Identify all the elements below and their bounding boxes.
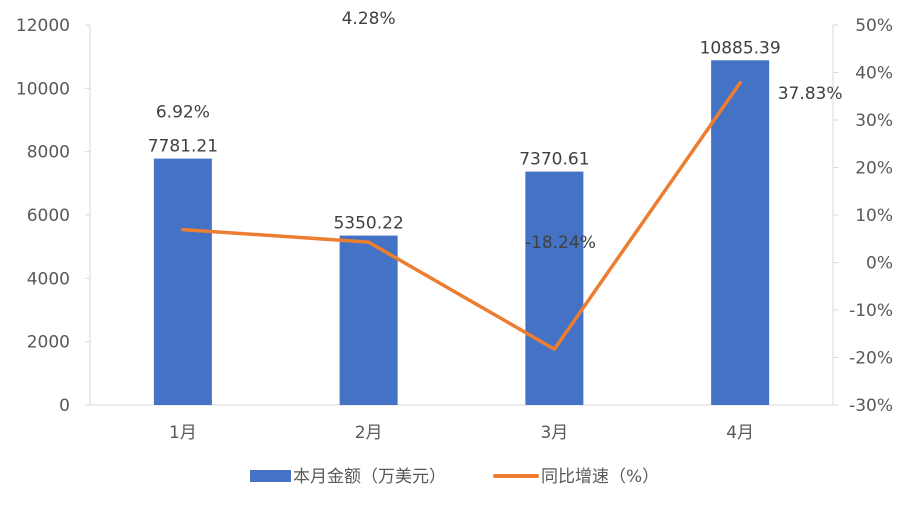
line-data-label: 6.92%	[156, 103, 210, 123]
left-tick-label: 0	[59, 396, 70, 416]
bar	[525, 171, 584, 405]
left-tick-label: 8000	[27, 143, 70, 163]
line-data-label: 4.28%	[342, 9, 396, 29]
left-tick-label: 6000	[27, 206, 70, 226]
left-tick-label: 2000	[27, 333, 70, 353]
right-tick-label: 50%	[855, 16, 893, 36]
bar-data-label: 7781.21	[148, 137, 218, 157]
x-tick-label: 3月	[540, 423, 568, 443]
left-tick-label: 10000	[16, 79, 70, 99]
right-tick-label: -10%	[849, 301, 893, 321]
right-tick-label: 40%	[855, 64, 893, 84]
bar-data-label: 5350.22	[333, 214, 403, 234]
line-data-label: 37.83%	[778, 84, 843, 104]
x-tick-label: 1月	[169, 423, 197, 443]
line-data-label: -18.24%	[525, 233, 596, 253]
x-tick-label: 4月	[726, 423, 754, 443]
right-tick-label: -30%	[849, 396, 893, 416]
right-tick-label: 0%	[866, 254, 893, 274]
right-tick-label: 10%	[855, 206, 893, 226]
x-tick-label: 2月	[355, 423, 383, 443]
bar-data-label: 10885.39	[700, 38, 781, 58]
bar	[711, 60, 770, 405]
left-tick-label: 4000	[27, 269, 70, 289]
right-tick-label: 30%	[855, 111, 893, 131]
bar-data-label: 7370.61	[519, 150, 589, 170]
legend-bar-label: 本月金额（万美元）	[293, 467, 446, 487]
right-tick-label: 20%	[855, 159, 893, 179]
growth-line	[181, 81, 742, 351]
bar	[339, 235, 398, 405]
bar	[153, 158, 212, 405]
left-tick-label: 12000	[16, 16, 70, 36]
legend-line-label: 同比增速（%）	[541, 467, 659, 487]
right-tick-label: -20%	[849, 349, 893, 369]
legend-bar-swatch	[250, 470, 291, 482]
